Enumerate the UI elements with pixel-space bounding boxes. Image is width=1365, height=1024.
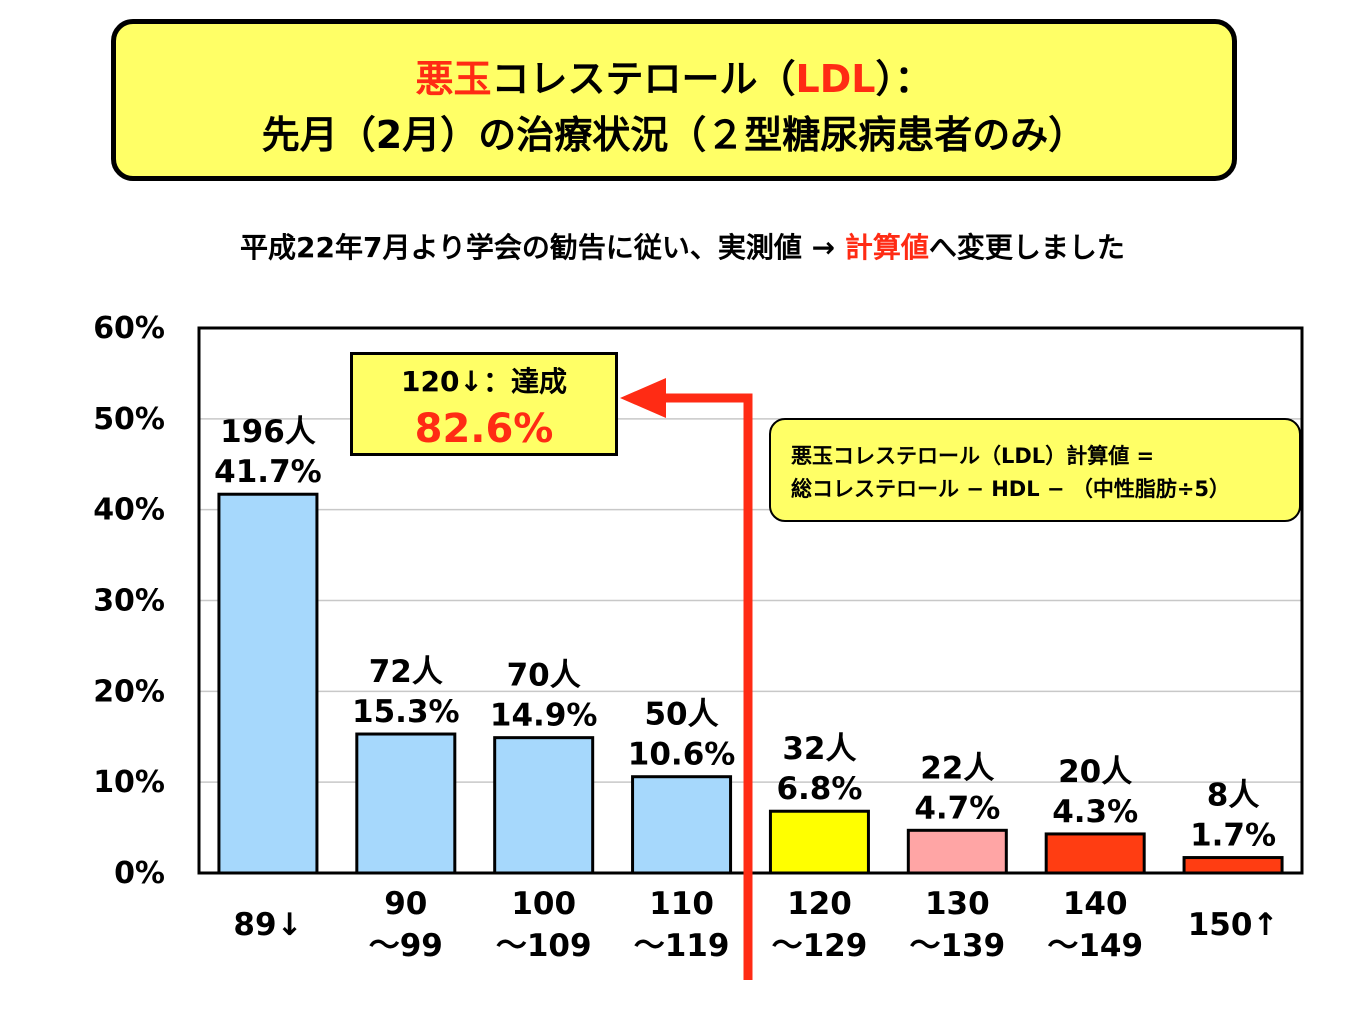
value-label: 6.8% — [776, 771, 862, 807]
value-label: 1.7% — [1190, 818, 1276, 854]
value-label: 14.9% — [490, 698, 598, 734]
achievement-value: 82.6% — [414, 406, 554, 452]
x-tick-label: 140 — [1063, 886, 1128, 922]
y-tick-label: 40% — [93, 493, 165, 528]
value-label: 15.3% — [352, 694, 460, 730]
title-line-2: 先月（2月）の治療状況（２型糖尿病患者のみ） — [261, 113, 1087, 157]
bar — [493, 736, 595, 875]
title-text-b: ）： — [875, 57, 933, 101]
y-axis-tick-labels: 0% 10% 20% 30% 40% 50% 60% — [93, 311, 165, 891]
title-text-a: コレステロール（ — [491, 57, 796, 101]
count-label: 50人 — [644, 697, 718, 733]
achievement-box: 120↓：達成 82.6% — [350, 352, 618, 456]
x-tick-label: ～109 — [496, 928, 592, 964]
x-tick-label: ～99 — [369, 928, 443, 964]
x-tick-label: ～119 — [634, 928, 730, 964]
formula-line-1: 悪玉コレステロール（LDL）計算値 = — [791, 444, 1155, 468]
title-box: 悪玉コレステロール（LDL）： 先月（2月）の治療状況（２型糖尿病患者のみ） — [111, 19, 1237, 181]
formula-line-2: 総コレステロール − HDL − （中性脂肪÷5） — [791, 477, 1231, 501]
bar — [217, 492, 319, 875]
x-tick-label: 150↑ — [1188, 907, 1279, 943]
x-tick-label: ～149 — [1047, 928, 1143, 964]
x-axis-tick-labels: 89↓ 90 ～99 100 ～109 110 ～119 120 ～129 130 ～139 140 ～… — [233, 886, 1278, 964]
x-tick-label: 120 — [787, 886, 852, 922]
achievement-arrow — [620, 378, 753, 980]
count-label: 32人 — [782, 731, 856, 767]
subtitle-prefix: 平成22年7月より学会の勧告に従い、実測値 → — [240, 231, 845, 264]
value-label: 4.7% — [914, 790, 1000, 826]
bar — [1044, 832, 1146, 875]
bar — [768, 809, 870, 875]
formula-box: 悪玉コレステロール（LDL）計算値 = 総コレステロール − HDL − （中性… — [769, 418, 1301, 522]
y-tick-label: 20% — [93, 674, 165, 709]
title-highlight-ldl: LDL — [795, 57, 876, 101]
count-label: 20人 — [1058, 754, 1132, 790]
subtitle: 平成22年7月より学会の勧告に従い、実測値 → 計算値へ変更しました — [0, 228, 1365, 268]
x-tick-label: 100 — [511, 886, 576, 922]
bar — [631, 775, 733, 875]
x-tick-label: 90 — [384, 886, 427, 922]
x-tick-label: 89↓ — [233, 907, 302, 943]
y-tick-label: 50% — [93, 402, 165, 437]
data-labels: 196人 41.7% 72人 15.3% 70人 14.9% 50人 10.6% 32人 6.8%… — [214, 414, 1276, 853]
value-label: 4.3% — [1052, 794, 1138, 830]
bars — [217, 492, 1284, 875]
x-tick-label: ～139 — [909, 928, 1005, 964]
title-highlight-akudama: 悪玉 — [415, 57, 492, 101]
subtitle-highlight: 計算値 — [844, 231, 929, 264]
bar — [1182, 856, 1284, 875]
subtitle-suffix: へ変更しました — [928, 231, 1125, 264]
value-label: 10.6% — [628, 737, 736, 773]
y-tick-label: 10% — [93, 765, 165, 800]
value-label: 41.7% — [214, 454, 322, 490]
x-tick-label: 110 — [649, 886, 714, 922]
count-label: 72人 — [369, 654, 443, 690]
x-tick-label: 130 — [925, 886, 990, 922]
count-label: 70人 — [507, 658, 581, 694]
count-label: 22人 — [920, 750, 994, 786]
arrow-line — [650, 393, 753, 980]
arrow-head — [620, 378, 666, 418]
y-tick-label: 0% — [114, 856, 165, 891]
count-label: 196人 — [220, 414, 316, 450]
bar — [355, 732, 457, 875]
x-tick-label: ～129 — [772, 928, 868, 964]
bar — [906, 828, 1008, 875]
achievement-label: 120↓：達成 — [401, 365, 567, 398]
title-line-1: 悪玉コレステロール（LDL）： — [116, 56, 1232, 102]
y-tick-label: 30% — [93, 584, 165, 619]
count-label: 8人 — [1207, 778, 1260, 814]
y-tick-label: 60% — [93, 311, 165, 346]
